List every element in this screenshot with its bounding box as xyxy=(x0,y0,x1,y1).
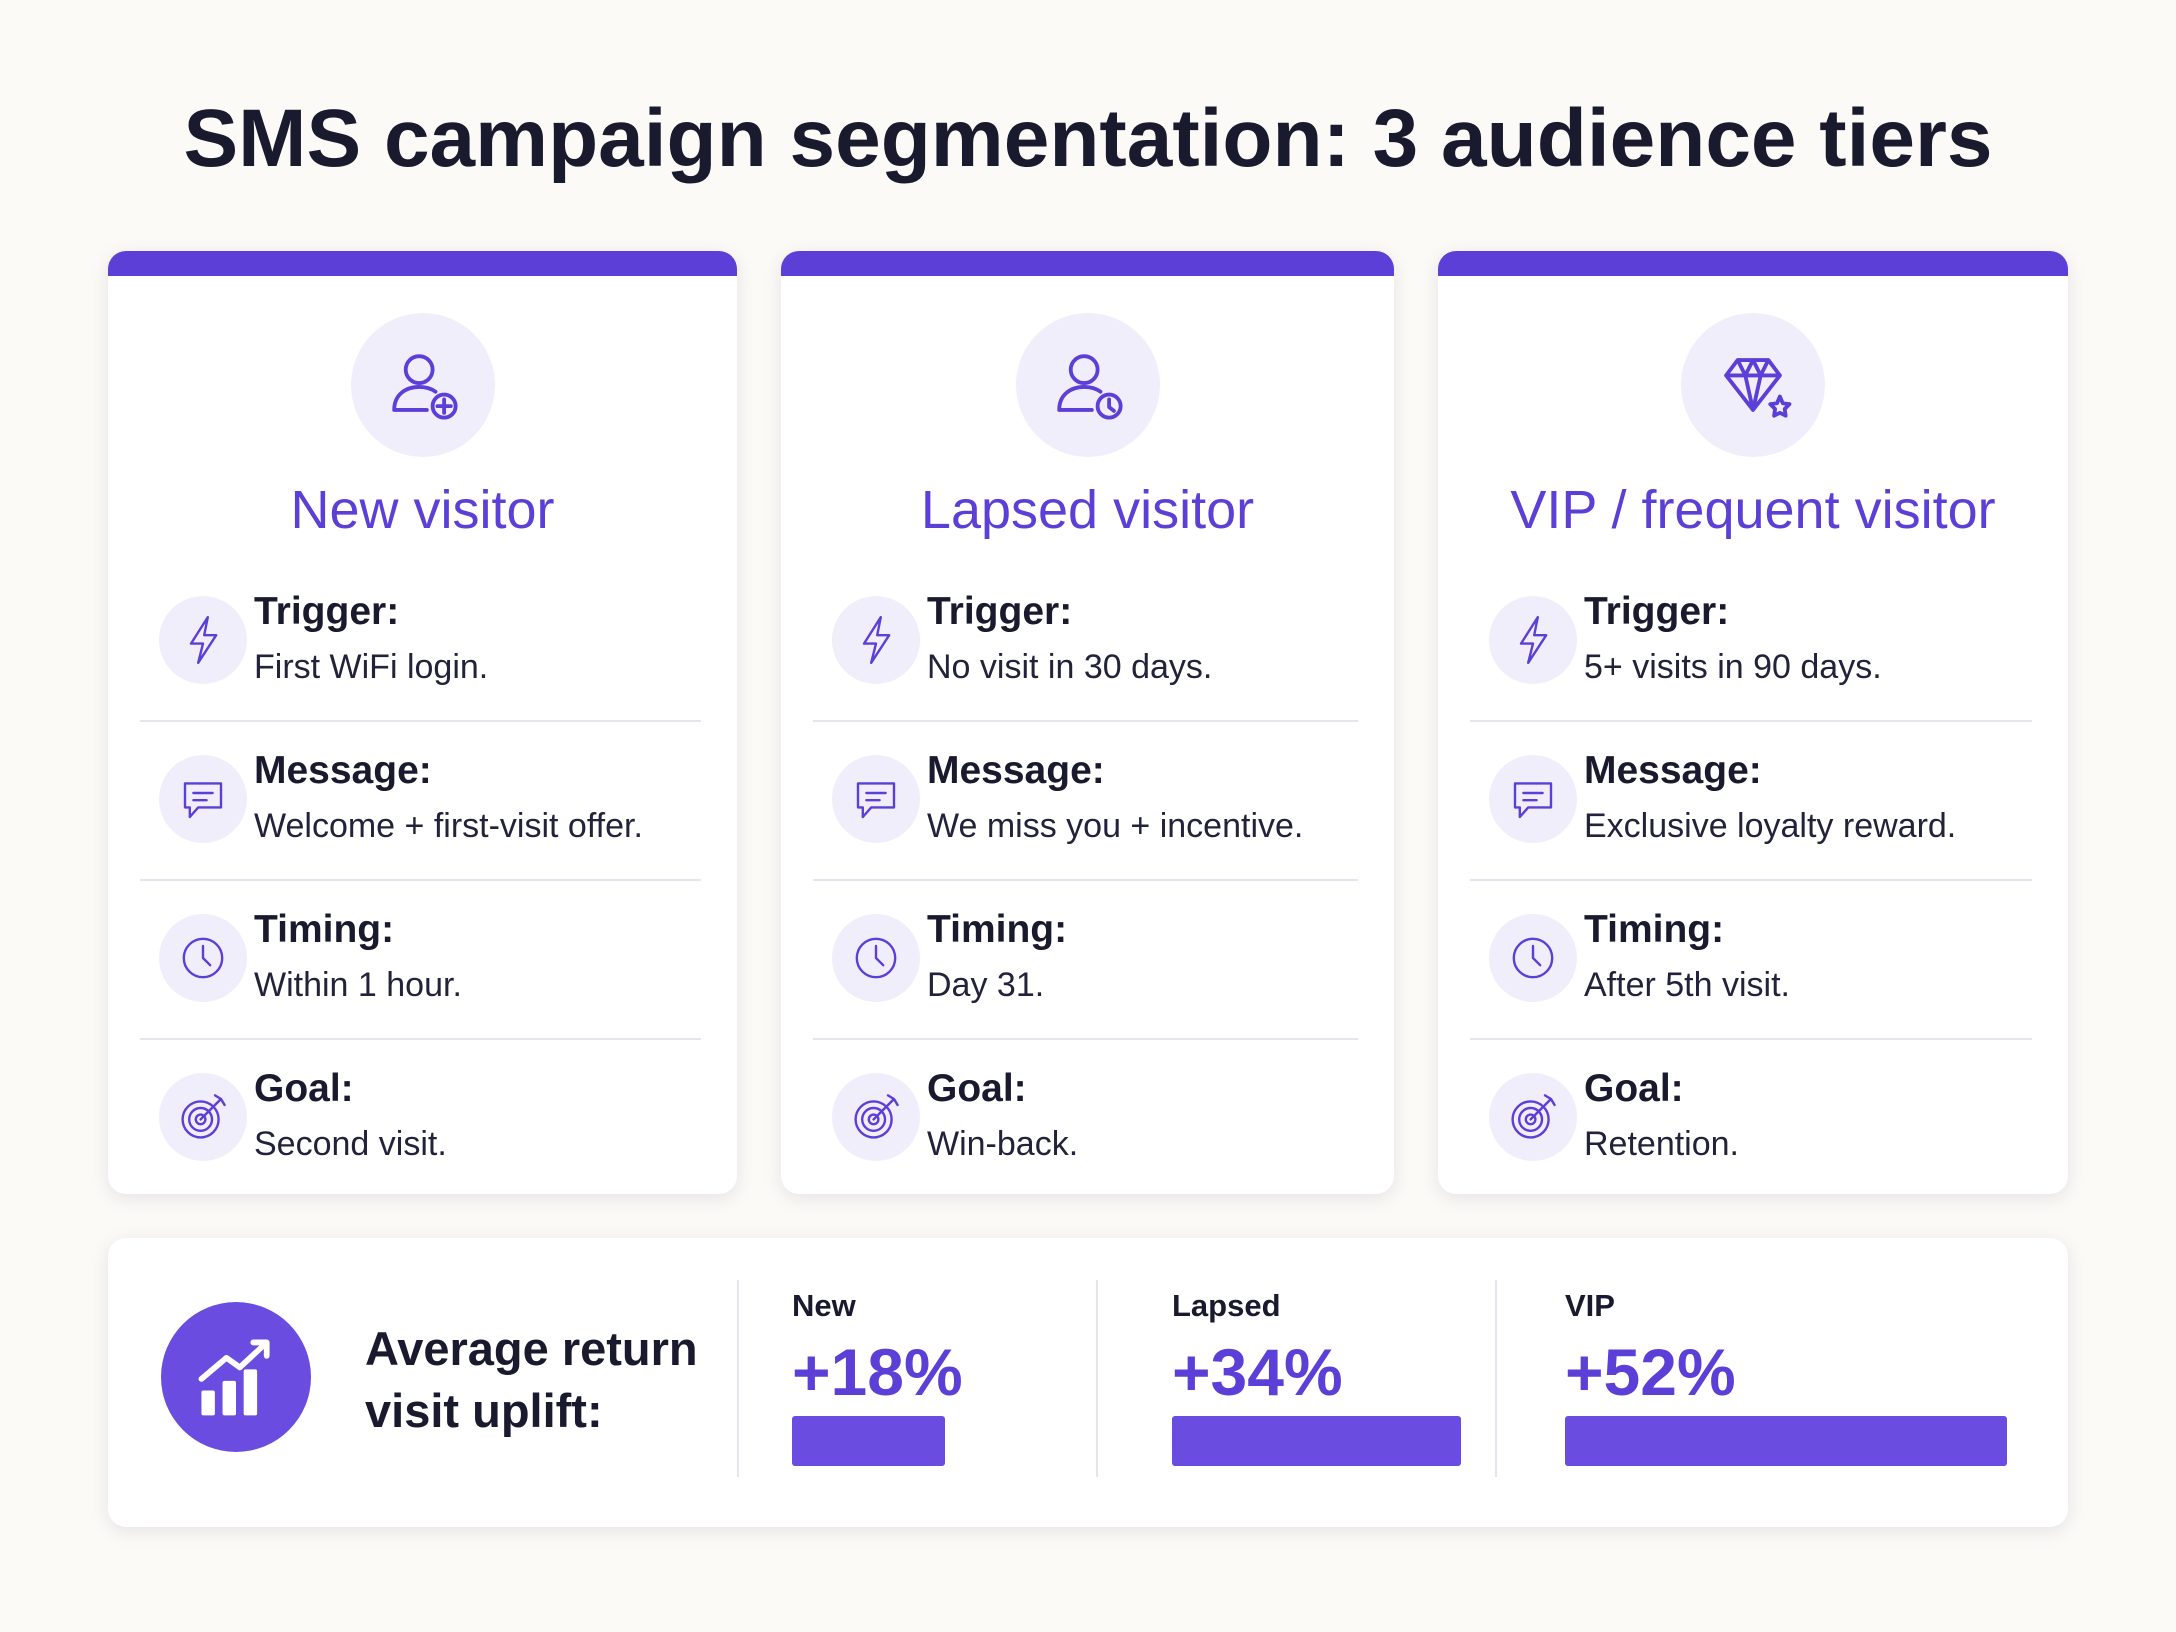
icon-glyph xyxy=(182,937,224,979)
tier-icon xyxy=(350,313,495,457)
row-text: Win-back. xyxy=(927,1125,1079,1163)
row-icon xyxy=(832,755,920,843)
row-icon xyxy=(1489,914,1577,1002)
row-label: Trigger: xyxy=(1584,590,1730,633)
divider xyxy=(1096,1280,1098,1477)
row-label: Goal: xyxy=(1584,1067,1684,1110)
row-text: No visit in 30 days. xyxy=(927,648,1213,686)
tier-name: Lapsed visitor xyxy=(920,480,1255,540)
row-divider xyxy=(1470,720,2032,722)
uplift-bar xyxy=(1172,1416,1461,1466)
row-label: Goal: xyxy=(927,1067,1027,1110)
row-icon xyxy=(832,914,920,1002)
row-icon xyxy=(1489,596,1577,684)
row-label: Trigger: xyxy=(254,590,400,633)
tier-icon xyxy=(1015,313,1160,457)
card-accent xyxy=(1438,251,2068,276)
uplift-value: +52% xyxy=(1565,1335,1736,1409)
row-divider xyxy=(813,720,1358,722)
row-text: Day 31. xyxy=(927,966,1045,1004)
row-divider xyxy=(140,1038,701,1040)
row-text: Welcome + first-visit offer. xyxy=(254,807,643,845)
title: SMS campaign segmentation: 3 audience ti… xyxy=(183,93,1993,184)
icon-glyph xyxy=(1724,358,1792,418)
uplift-value: +18% xyxy=(792,1335,963,1409)
row-label: Message: xyxy=(1584,749,1762,792)
row-text: After 5th visit. xyxy=(1584,966,1790,1004)
icon-glyph xyxy=(1519,616,1548,664)
row-icon xyxy=(832,1073,920,1161)
row-text: We miss you + incentive. xyxy=(927,807,1304,845)
row-icon xyxy=(1489,755,1577,843)
row-label: Timing: xyxy=(927,908,1068,951)
icon-glyph xyxy=(181,1094,226,1139)
row-text: Within 1 hour. xyxy=(254,966,462,1004)
row-icon xyxy=(1489,1073,1577,1161)
row-label: Goal: xyxy=(254,1067,354,1110)
card-accent xyxy=(781,251,1394,276)
row-divider xyxy=(140,720,701,722)
uplift-label: Average return visit uplift: xyxy=(365,1322,698,1437)
row-label: Message: xyxy=(254,749,432,792)
tier-name: New visitor xyxy=(290,480,555,540)
uplift-value: +34% xyxy=(1172,1335,1343,1409)
uplift-name: VIP xyxy=(1565,1288,1615,1323)
row-divider xyxy=(813,879,1358,881)
icon-glyph xyxy=(183,782,223,819)
tier-card: New visitor Trigger: First WiFi login. Mess… xyxy=(108,251,737,1194)
divider xyxy=(737,1280,739,1477)
row-icon xyxy=(832,596,920,684)
tier-card: VIP / frequent visitor Trigger: 5+ visits … xyxy=(1438,251,2068,1194)
icon-glyph xyxy=(862,616,891,664)
row-text: First WiFi login. xyxy=(254,648,489,686)
icon-glyph xyxy=(855,937,897,979)
row-text: Exclusive loyalty reward. xyxy=(1584,807,1957,845)
row-icon xyxy=(159,755,247,843)
tier-card: Lapsed visitor Trigger: No visit in 30 day… xyxy=(781,251,1394,1194)
icon-glyph xyxy=(1512,937,1554,979)
icon-glyph xyxy=(1056,354,1123,420)
card-accent xyxy=(108,251,737,276)
row-divider xyxy=(140,879,701,881)
icon-glyph xyxy=(189,616,218,664)
uplift-panel: Average return visit uplift: New +18% Laps… xyxy=(108,1238,2068,1527)
row-label: Timing: xyxy=(1584,908,1725,951)
icon-glyph xyxy=(854,1094,899,1139)
tier-icon xyxy=(1681,313,1825,457)
icon-glyph xyxy=(1513,782,1553,819)
divider xyxy=(1495,1280,1497,1477)
row-divider xyxy=(1470,1038,2032,1040)
row-label: Message: xyxy=(927,749,1105,792)
row-text: 5+ visits in 90 days. xyxy=(1584,648,1882,686)
row-divider xyxy=(813,1038,1358,1040)
icon-glyph xyxy=(1511,1094,1556,1139)
uplift-name: New xyxy=(792,1288,856,1323)
chart-icon xyxy=(161,1302,311,1452)
row-label: Timing: xyxy=(254,908,395,951)
row-label: Trigger: xyxy=(927,590,1073,633)
uplift-name: Lapsed xyxy=(1172,1288,1281,1323)
row-text: Second visit. xyxy=(254,1125,447,1163)
uplift-bar xyxy=(792,1416,945,1466)
tier-name: VIP / frequent visitor xyxy=(1510,480,1996,540)
uplift-bar xyxy=(1565,1416,2007,1466)
row-icon xyxy=(159,914,247,1002)
row-text: Retention. xyxy=(1584,1125,1739,1163)
icon-glyph xyxy=(856,782,896,819)
chart-glyph xyxy=(198,1339,270,1416)
row-icon xyxy=(159,1073,247,1161)
row-divider xyxy=(1470,879,2032,881)
row-icon xyxy=(159,596,247,684)
icon-glyph xyxy=(391,354,458,420)
